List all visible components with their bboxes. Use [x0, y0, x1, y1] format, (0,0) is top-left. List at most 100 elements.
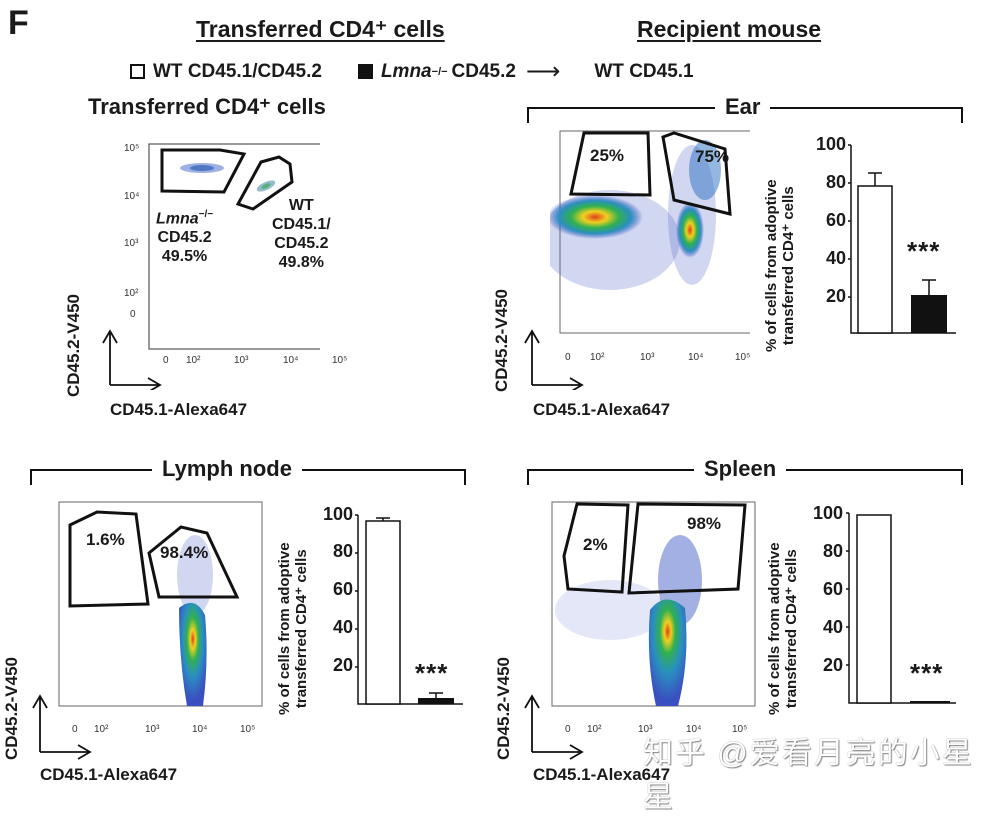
gate-right-pct: 49.8%	[278, 254, 325, 271]
lymph-bar-ylabel: % of cells from adoptive transferred CD4…	[276, 542, 310, 715]
gate-right-line1: WT	[288, 197, 314, 214]
transferred-gate-left-label: Lmna−/− CD45.2 49.5%	[156, 205, 213, 266]
legend-black-swatch	[357, 64, 373, 79]
ytick: 60	[825, 210, 846, 230]
xtick: 0	[72, 724, 78, 735]
spleen-ylabel: CD45.2-V450	[494, 656, 513, 760]
xtick: 10²	[587, 724, 602, 735]
lymph-bar-chart	[355, 514, 463, 705]
ytick: 10⁵	[124, 143, 140, 154]
xtick: 10⁵	[732, 724, 748, 735]
ytick: 0	[130, 309, 136, 320]
ytick: 20	[332, 655, 353, 675]
legend-recipient: WT CD45.1	[594, 60, 694, 82]
spleen-bar-ylabel: % of cells from adoptive transferred CD4…	[766, 542, 800, 715]
legend-white-swatch	[130, 64, 145, 79]
ytick: 40	[332, 617, 353, 637]
arrow-right-icon: ⟶	[525, 58, 561, 85]
xtick: 10⁵	[332, 355, 348, 366]
axis-arrows-icon	[32, 694, 92, 760]
legend-lmna: Lmna	[380, 60, 432, 82]
xtick: 10³	[145, 724, 160, 735]
ytick: 100	[815, 134, 846, 154]
xtick: 10²	[94, 724, 109, 735]
spleen-xlabel: CD45.1-Alexa647	[533, 765, 671, 784]
spleen-bar-chart	[846, 512, 956, 704]
header-recipient: Recipient mouse	[637, 16, 822, 42]
legend-black-label: CD45.2	[451, 60, 516, 82]
xtick: 10⁴	[283, 355, 299, 366]
lymph-title: Lymph node	[152, 456, 302, 482]
ytick: 60	[822, 579, 843, 599]
xtick: 10²	[186, 355, 201, 366]
transferred-flow-plot	[120, 135, 320, 355]
transferred-xlabel: CD45.1-Alexa647	[110, 400, 248, 419]
ylabel-line2: transferred CD4⁺ cells	[780, 186, 797, 346]
xtick: 0	[565, 352, 571, 363]
lymph-significance: ***	[415, 658, 449, 688]
gate-lmna: Lmna	[156, 210, 199, 228]
gate-left-line2: CD45.2	[157, 229, 212, 247]
ytick: 80	[825, 172, 846, 192]
ytick: 20	[822, 655, 843, 675]
ear-ylabel: CD45.2-V450	[492, 288, 511, 392]
xtick: 0	[163, 355, 169, 366]
xtick: 10²	[590, 352, 605, 363]
legend-white-label: WT CD45.1/CD45.2	[153, 60, 322, 82]
gate-right-line3: CD45.2	[274, 235, 329, 252]
axis-arrows-icon	[524, 329, 584, 390]
ylabel-line1: % of cells from adoptive	[763, 179, 780, 352]
ytick: 10²	[124, 288, 139, 299]
ylabel-line2: transferred CD4⁺ cells	[783, 549, 800, 709]
ear-significance: ***	[907, 236, 941, 266]
spleen-flow-plot	[550, 500, 760, 715]
ytick: 10³	[124, 238, 139, 249]
xtick: 10³	[234, 355, 249, 366]
xtick: 10⁴	[192, 724, 208, 735]
ear-xlabel: CD45.1-Alexa647	[533, 400, 671, 419]
ytick: 20	[825, 286, 846, 306]
ylabel-line1: % of cells from adoptive	[766, 542, 783, 715]
ytick: 10⁴	[124, 191, 140, 202]
xtick: 0	[565, 724, 571, 735]
ylabel-line1: % of cells from adoptive	[276, 542, 293, 715]
ear-flow-plot	[540, 130, 761, 350]
lymph-gate-right-pct: 98.4%	[160, 543, 209, 562]
transferred-ylabel: CD45.2-V450	[64, 293, 83, 397]
ytick: 60	[332, 579, 353, 599]
lymph-flow-plot	[57, 500, 267, 715]
legend: WT CD45.1/CD45.2 Lmna −/− CD45.2 ⟶ WT CD4…	[130, 57, 694, 86]
xtick: 10³	[640, 352, 655, 363]
spleen-title: Spleen	[694, 456, 787, 482]
ytick: 40	[822, 617, 843, 637]
ytick: 100	[812, 503, 843, 523]
spleen-gate-right-pct: 98%	[687, 514, 722, 533]
ytick: 100	[322, 504, 353, 524]
ylabel-line2: transferred CD4⁺ cells	[293, 549, 310, 709]
ear-gate-left-pct: 25%	[590, 146, 625, 165]
panel-letter: F	[8, 4, 29, 42]
spleen-gate-left-pct: 2%	[583, 535, 608, 554]
xtick: 10⁴	[688, 352, 704, 363]
ytick: 80	[822, 541, 843, 561]
transferred-title: Transferred CD4⁺ cells	[88, 94, 326, 119]
header-transferred: Transferred CD4⁺ cells	[196, 16, 445, 42]
xtick: 10⁵	[240, 724, 256, 735]
ear-title: Ear	[715, 94, 771, 120]
ear-bar-chart	[848, 144, 956, 334]
xtick: 10⁴	[686, 724, 702, 735]
legend-ko-sup: −/−	[431, 65, 448, 78]
watermark: 知乎 @爱看月亮的小星星	[643, 737, 974, 814]
lymph-gate-left-pct: 1.6%	[86, 530, 125, 549]
ytick: 40	[825, 248, 846, 268]
ear-gate-right-pct: 75%	[695, 147, 730, 166]
gate-right-line2: CD45.1/	[272, 216, 331, 233]
transferred-gate-right-label: WT CD45.1/ CD45.2 49.8%	[272, 196, 331, 272]
lymph-ylabel: CD45.2-V450	[2, 656, 21, 760]
axis-arrows-icon	[102, 329, 162, 390]
gate-ko-sup: −/−	[198, 209, 214, 220]
spleen-significance: ***	[910, 658, 944, 688]
xtick: 10⁵	[735, 352, 751, 363]
ear-bar-ylabel: % of cells from adoptive transferred CD4…	[763, 179, 797, 352]
gate-left-pct: 49.5%	[161, 248, 208, 266]
